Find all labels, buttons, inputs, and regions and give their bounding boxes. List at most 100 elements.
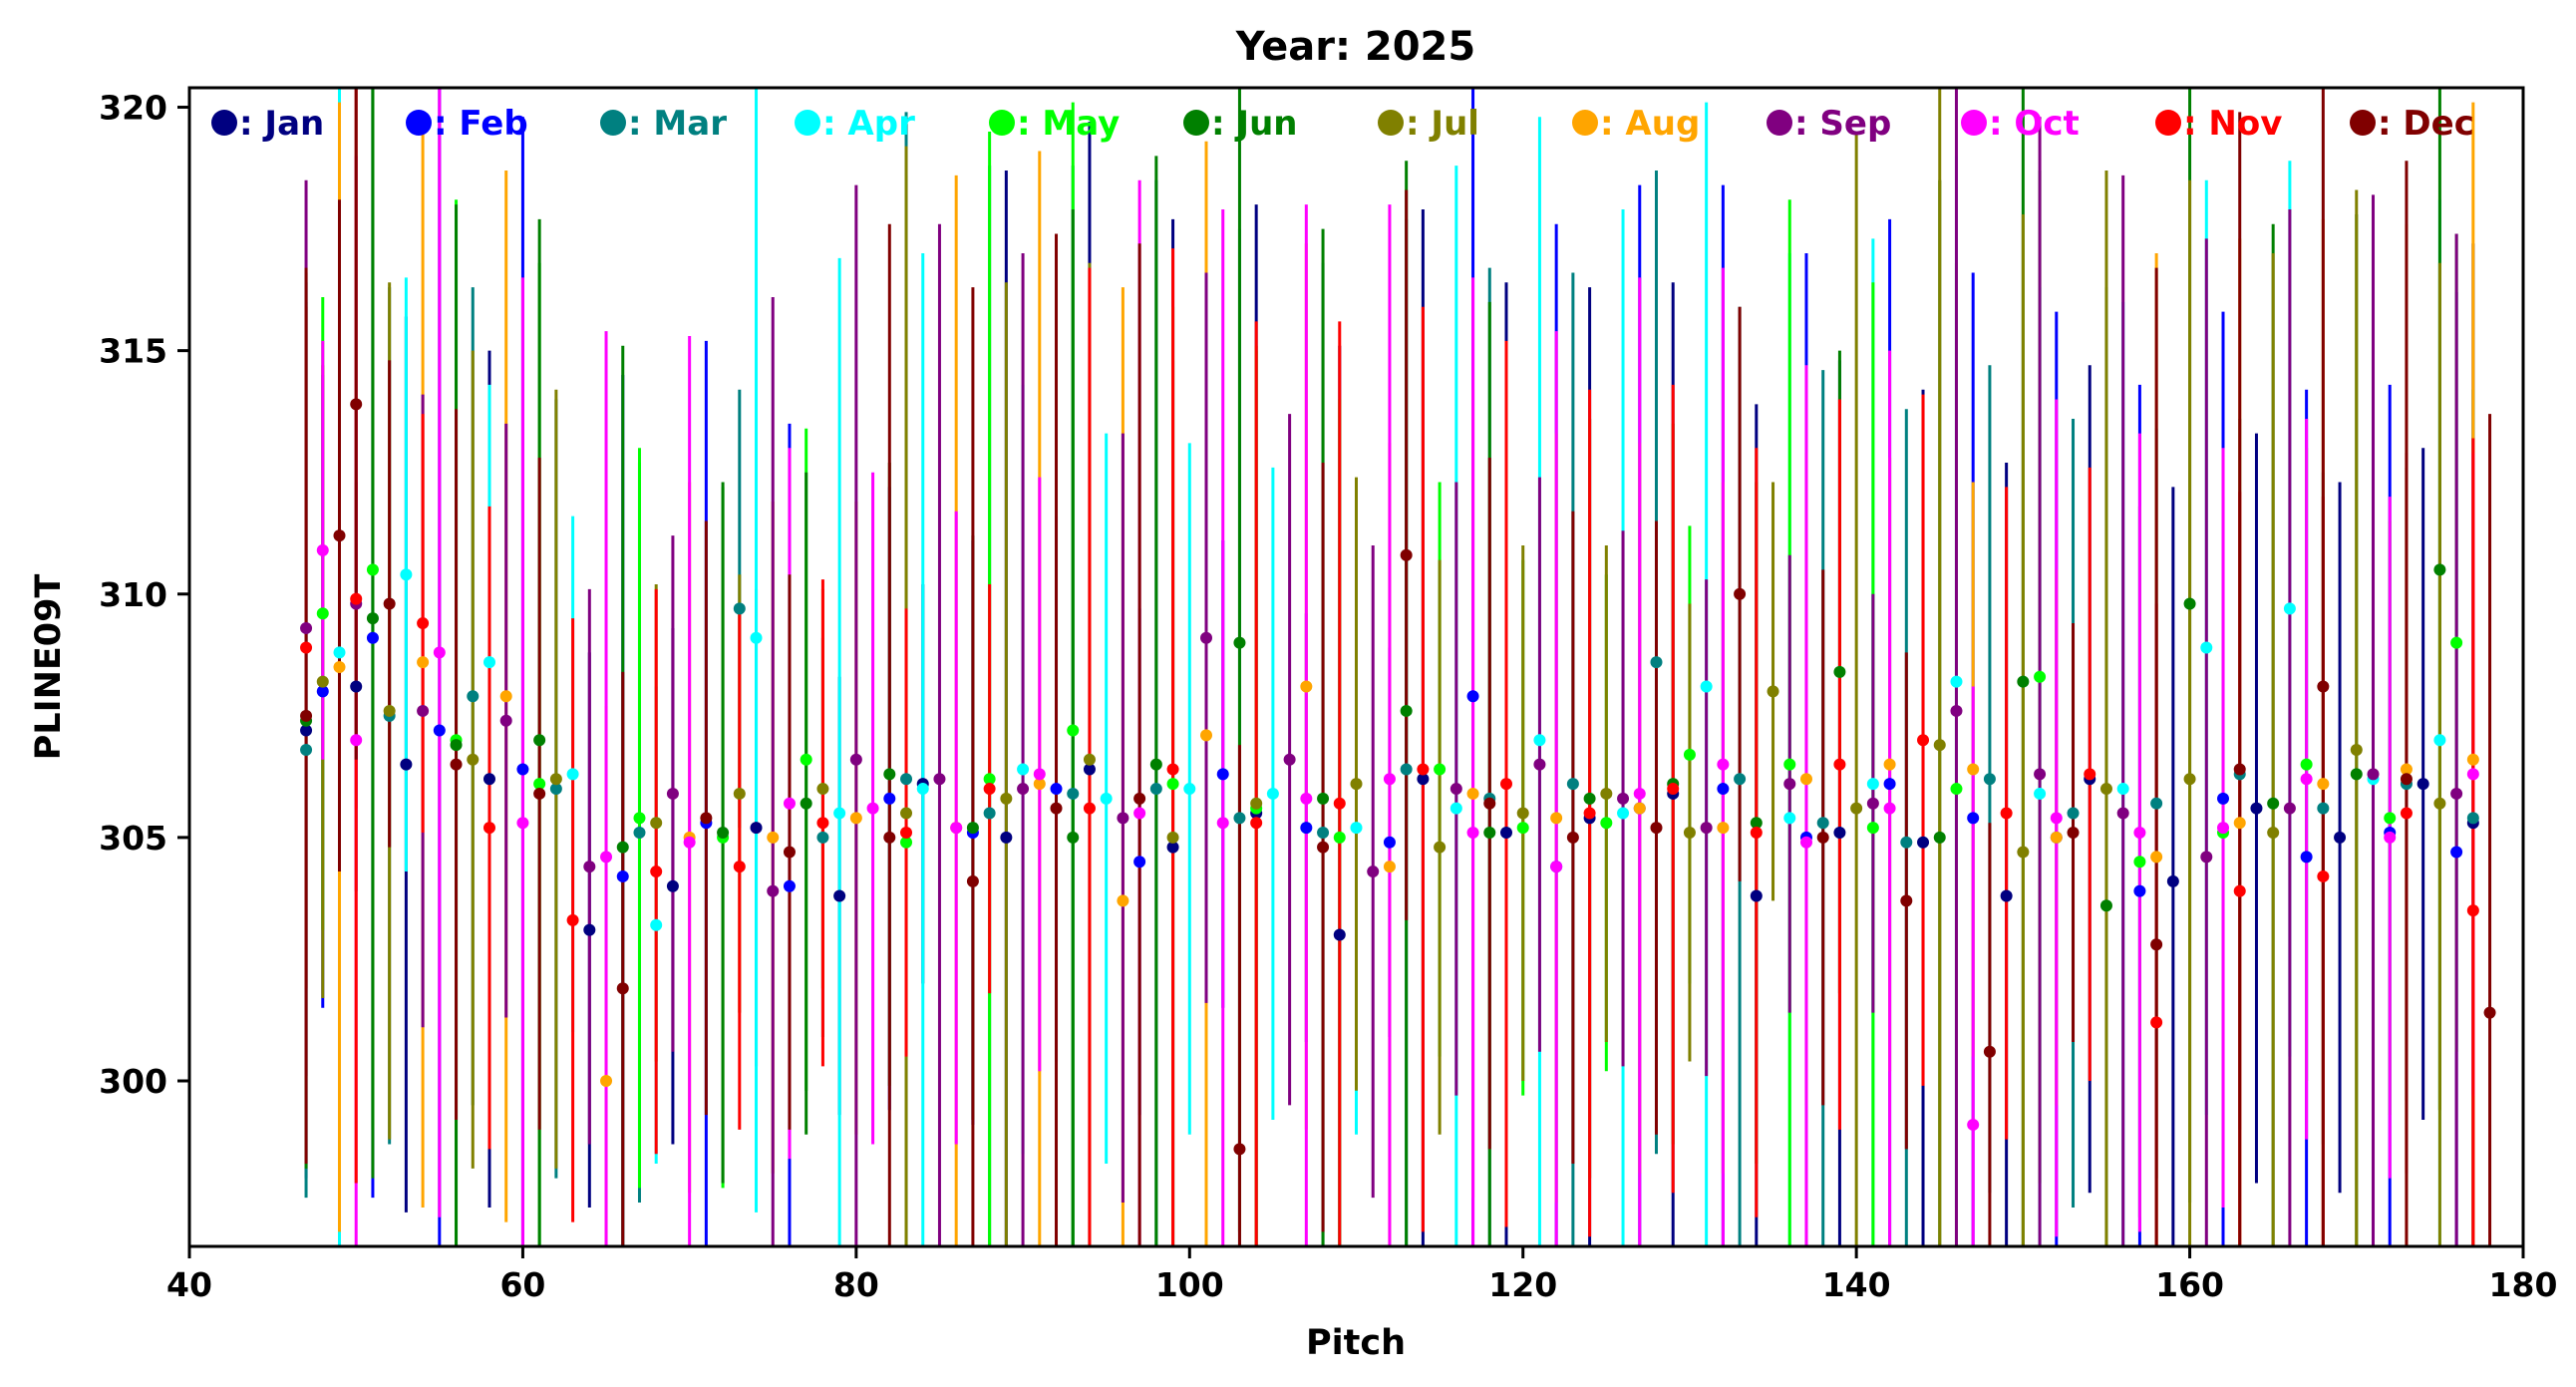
data-point [1166, 778, 1179, 791]
data-point [1650, 656, 1663, 669]
data-point [1266, 787, 1279, 800]
data-point [1483, 827, 1496, 839]
legend-label: : Dec [2378, 104, 2474, 144]
y-tick-label: 300 [99, 1062, 167, 1101]
data-point [499, 690, 512, 703]
data-point [1900, 836, 1913, 849]
data-point [533, 734, 546, 747]
data-point [1333, 831, 1346, 844]
legend-marker [2350, 110, 2376, 136]
data-point [1100, 792, 1113, 805]
data-point [2350, 768, 2363, 781]
data-point [1050, 802, 1063, 815]
data-point [2217, 822, 2230, 835]
data-point [333, 646, 346, 659]
data-point [1767, 685, 1779, 698]
data-point [1333, 797, 1346, 810]
data-point [983, 807, 996, 820]
data-point [783, 797, 796, 810]
data-point [1133, 856, 1146, 868]
data-point [866, 802, 879, 815]
data-point [1200, 729, 1213, 742]
data-point [316, 675, 329, 688]
data-point [1799, 773, 1812, 786]
data-point [1317, 792, 1330, 805]
data-point [767, 831, 780, 844]
data-point [1783, 812, 1796, 825]
data-point [2367, 768, 2380, 781]
data-point [1166, 763, 1179, 776]
x-tick-label: 80 [833, 1265, 879, 1304]
data-point [1050, 783, 1063, 796]
data-point [1833, 665, 1846, 678]
x-tick-label: 60 [499, 1265, 545, 1304]
plot-frame [187, 86, 2525, 1248]
data-point [1734, 773, 1747, 786]
data-point [2416, 778, 2429, 791]
data-point [417, 704, 430, 717]
data-point [583, 923, 596, 936]
data-point [1566, 778, 1579, 791]
data-point [2433, 797, 2446, 810]
data-point [900, 773, 913, 786]
data-point [900, 807, 913, 820]
data-point [1866, 822, 1879, 835]
data-point [717, 827, 730, 839]
data-point [1200, 631, 1213, 644]
data-point [1317, 827, 1330, 839]
legend-marker [795, 110, 820, 136]
data-point [650, 866, 663, 878]
y-tick-label: 315 [99, 332, 167, 371]
data-point [767, 884, 780, 897]
data-point [616, 982, 629, 995]
data-point [2200, 851, 2213, 864]
x-tick-label: 140 [1822, 1265, 1891, 1304]
data-point [1067, 831, 1080, 844]
data-point [1683, 827, 1696, 839]
data-point [467, 753, 480, 766]
data-point [633, 812, 646, 825]
data-point [1783, 778, 1796, 791]
data-point [1516, 807, 1529, 820]
data-point [1950, 675, 1963, 688]
legend-label: : Jul [1406, 104, 1479, 144]
data-point [1499, 778, 1512, 791]
data-point [516, 817, 529, 830]
data-point [316, 607, 329, 620]
data-point [883, 831, 896, 844]
data-point [2150, 1016, 2163, 1029]
data-point [2217, 792, 2230, 805]
data-point [2300, 773, 2313, 786]
data-point [966, 822, 979, 835]
data-point [683, 836, 696, 849]
data-point [2400, 773, 2413, 786]
data-point [2466, 768, 2479, 781]
data-point [2084, 768, 2096, 781]
data-point [333, 661, 346, 673]
data-point [316, 685, 329, 698]
data-point [616, 841, 629, 854]
data-point [1067, 724, 1080, 737]
y-tick-label: 310 [99, 575, 167, 614]
data-point [2233, 763, 2246, 776]
data-point [800, 753, 812, 766]
data-point [1734, 587, 1747, 600]
legend-label: : Aug [1600, 104, 1700, 144]
data-point [1533, 734, 1546, 747]
error-bars [304, 88, 2492, 1246]
legend-marker [1183, 110, 1209, 136]
data-point [733, 787, 746, 800]
data-point [800, 797, 812, 810]
data-point [2400, 807, 2413, 820]
data-point [1183, 783, 1196, 796]
data-point [733, 602, 746, 615]
data-point [1250, 797, 1263, 810]
data-point [383, 704, 396, 717]
data-point [350, 592, 363, 605]
data-point [300, 724, 313, 737]
data-point [1300, 792, 1313, 805]
data-point [549, 773, 562, 786]
data-point [1550, 812, 1563, 825]
